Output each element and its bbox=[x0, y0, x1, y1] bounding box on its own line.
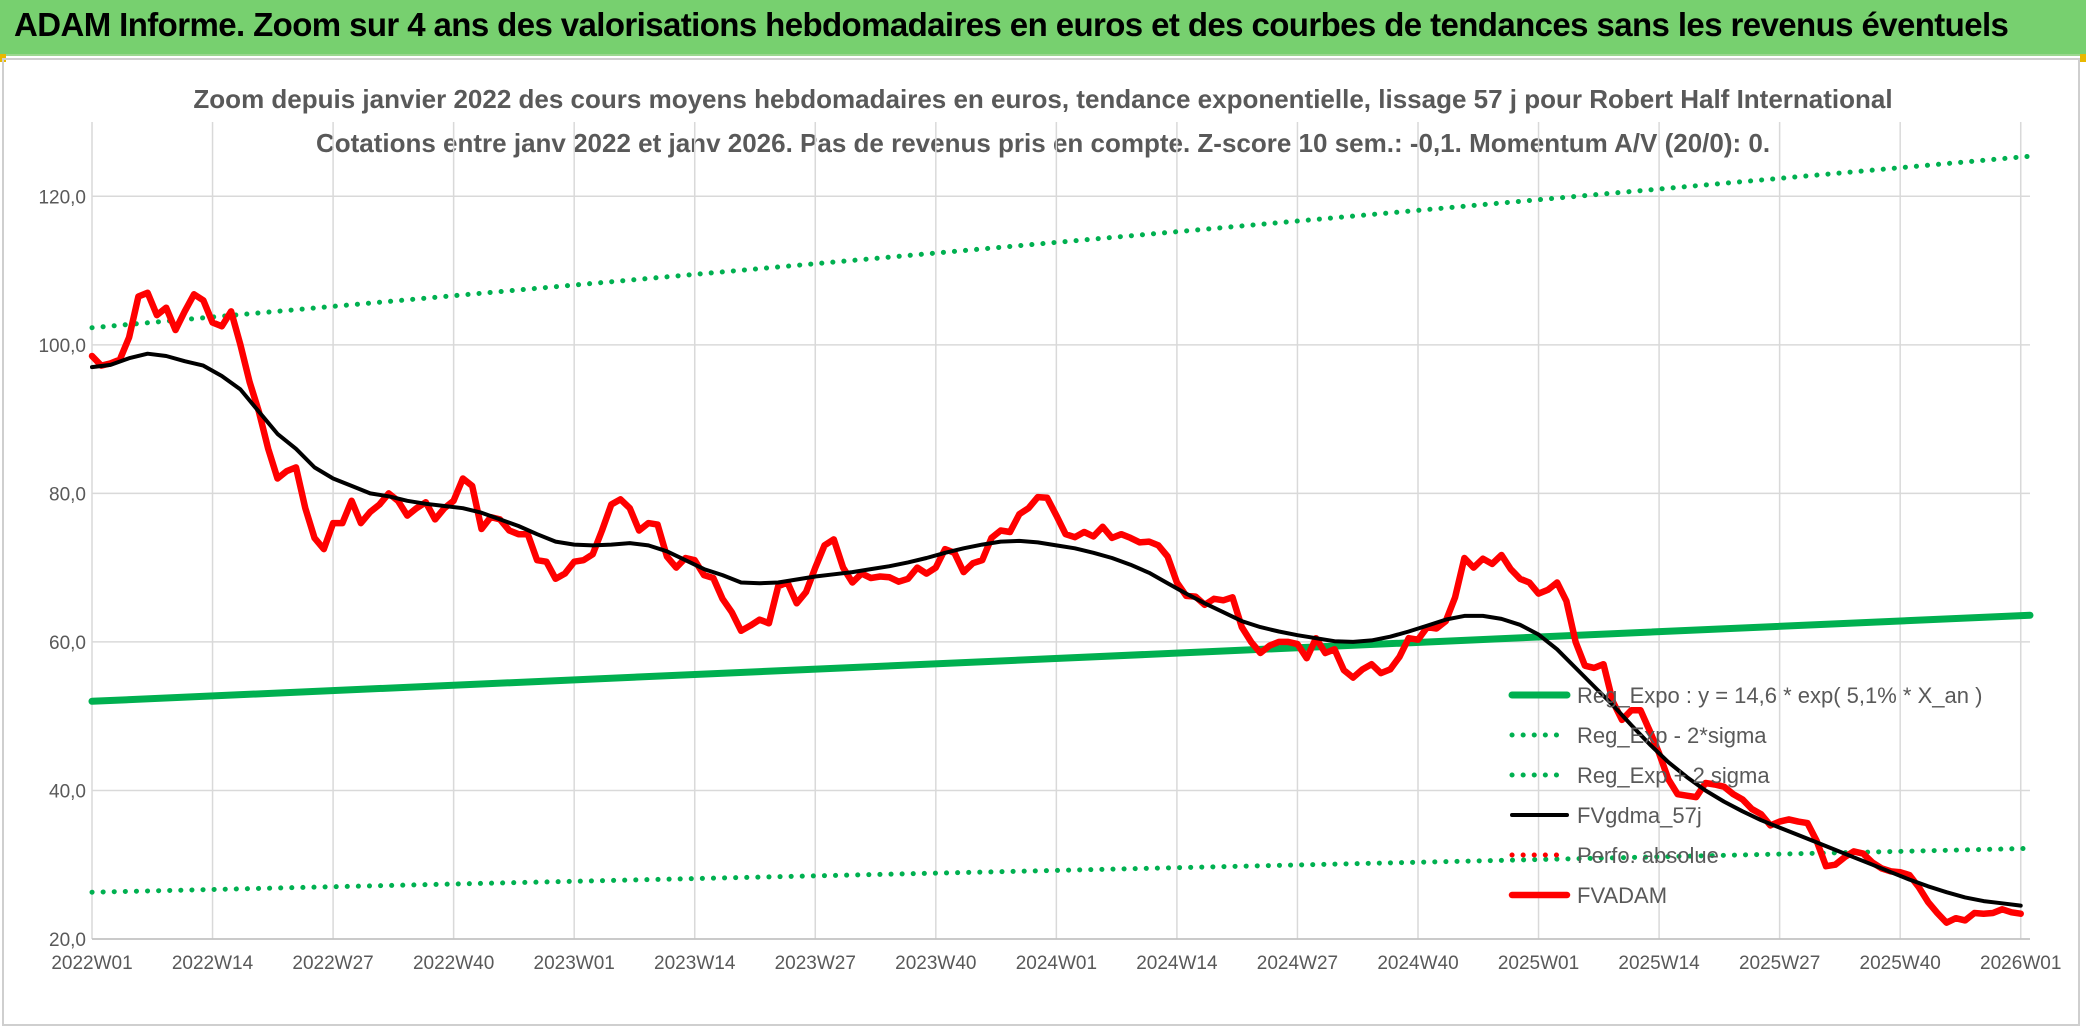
x-tick-label: 2023W40 bbox=[895, 953, 976, 974]
x-tick-label: 2024W01 bbox=[1016, 953, 1097, 974]
legend-label: Reg_Exp + 2 sigma bbox=[1577, 763, 1770, 788]
fvadam-line bbox=[88, 289, 2024, 926]
x-tick-label: 2024W27 bbox=[1257, 953, 1338, 974]
fvgdma-57j-line bbox=[90, 351, 2023, 908]
x-tick-label: 2025W27 bbox=[1739, 953, 1820, 974]
x-tick-label: 2025W01 bbox=[1498, 953, 1579, 974]
x-tick-label: 2023W14 bbox=[654, 953, 736, 974]
x-tick-label: 2025W40 bbox=[1860, 953, 1941, 974]
x-tick-label: 2024W40 bbox=[1377, 953, 1458, 974]
y-tick-label: 40,0 bbox=[49, 781, 86, 802]
chart-frame bbox=[2, 58, 2080, 1026]
legend-label: Perfo. absolue bbox=[1577, 843, 1719, 868]
y-tick-label: 120,0 bbox=[38, 187, 86, 208]
corner-marker-right bbox=[2080, 54, 2086, 62]
reg-expo-line bbox=[88, 611, 2034, 705]
reg-exp-minus-2sigma-line bbox=[89, 845, 2033, 895]
y-tick-label: 80,0 bbox=[49, 484, 86, 505]
x-tick-label: 2025W14 bbox=[1618, 953, 1700, 974]
x-tick-label: 2026W01 bbox=[1980, 953, 2061, 974]
y-tick-label: 60,0 bbox=[49, 633, 86, 654]
y-tick-label: 100,0 bbox=[38, 336, 86, 357]
chart-subtitle: Cotations entre janv 2022 et janv 2026. … bbox=[315, 128, 1771, 158]
report-title: ADAM Informe. Zoom sur 4 ans des valoris… bbox=[14, 6, 2009, 43]
reg-exp-plus-2sigma-line bbox=[89, 153, 2033, 331]
x-tick-label: 2022W01 bbox=[51, 953, 132, 974]
series-lines bbox=[88, 153, 2034, 926]
report-banner: ADAM Informe. Zoom sur 4 ans des valoris… bbox=[0, 0, 2086, 56]
y-tick-label: 20,0 bbox=[49, 930, 86, 951]
x-tick-label: 2022W14 bbox=[172, 953, 254, 974]
y-axis-ticks: 20,0 40,0 60,0 80,0 100,0 120,0 bbox=[38, 187, 86, 951]
legend-label: FVgdma_57j bbox=[1577, 803, 1702, 828]
x-tick-label: 2023W27 bbox=[775, 953, 856, 974]
x-tick-label: 2023W01 bbox=[534, 953, 615, 974]
x-tick-label: 2022W40 bbox=[413, 953, 494, 974]
legend-label: FVADAM bbox=[1577, 883, 1667, 908]
chart-title: Zoom depuis janvier 2022 des cours moyen… bbox=[193, 84, 1893, 114]
x-axis-ticks: 2022W01 2022W14 2022W27 2022W40 2023W01 2023W… bbox=[51, 953, 2061, 974]
legend-label: Reg_Expo : y = 14,6 * exp( 5,1% * X_an ) bbox=[1577, 683, 1982, 708]
x-tick-label: 2024W14 bbox=[1136, 953, 1218, 974]
legend: Reg_Expo : y = 14,6 * exp( 5,1% * X_an )… bbox=[1508, 683, 1982, 908]
legend-label: Reg_Exp - 2*sigma bbox=[1577, 723, 1767, 748]
x-tick-label: 2022W27 bbox=[292, 953, 373, 974]
